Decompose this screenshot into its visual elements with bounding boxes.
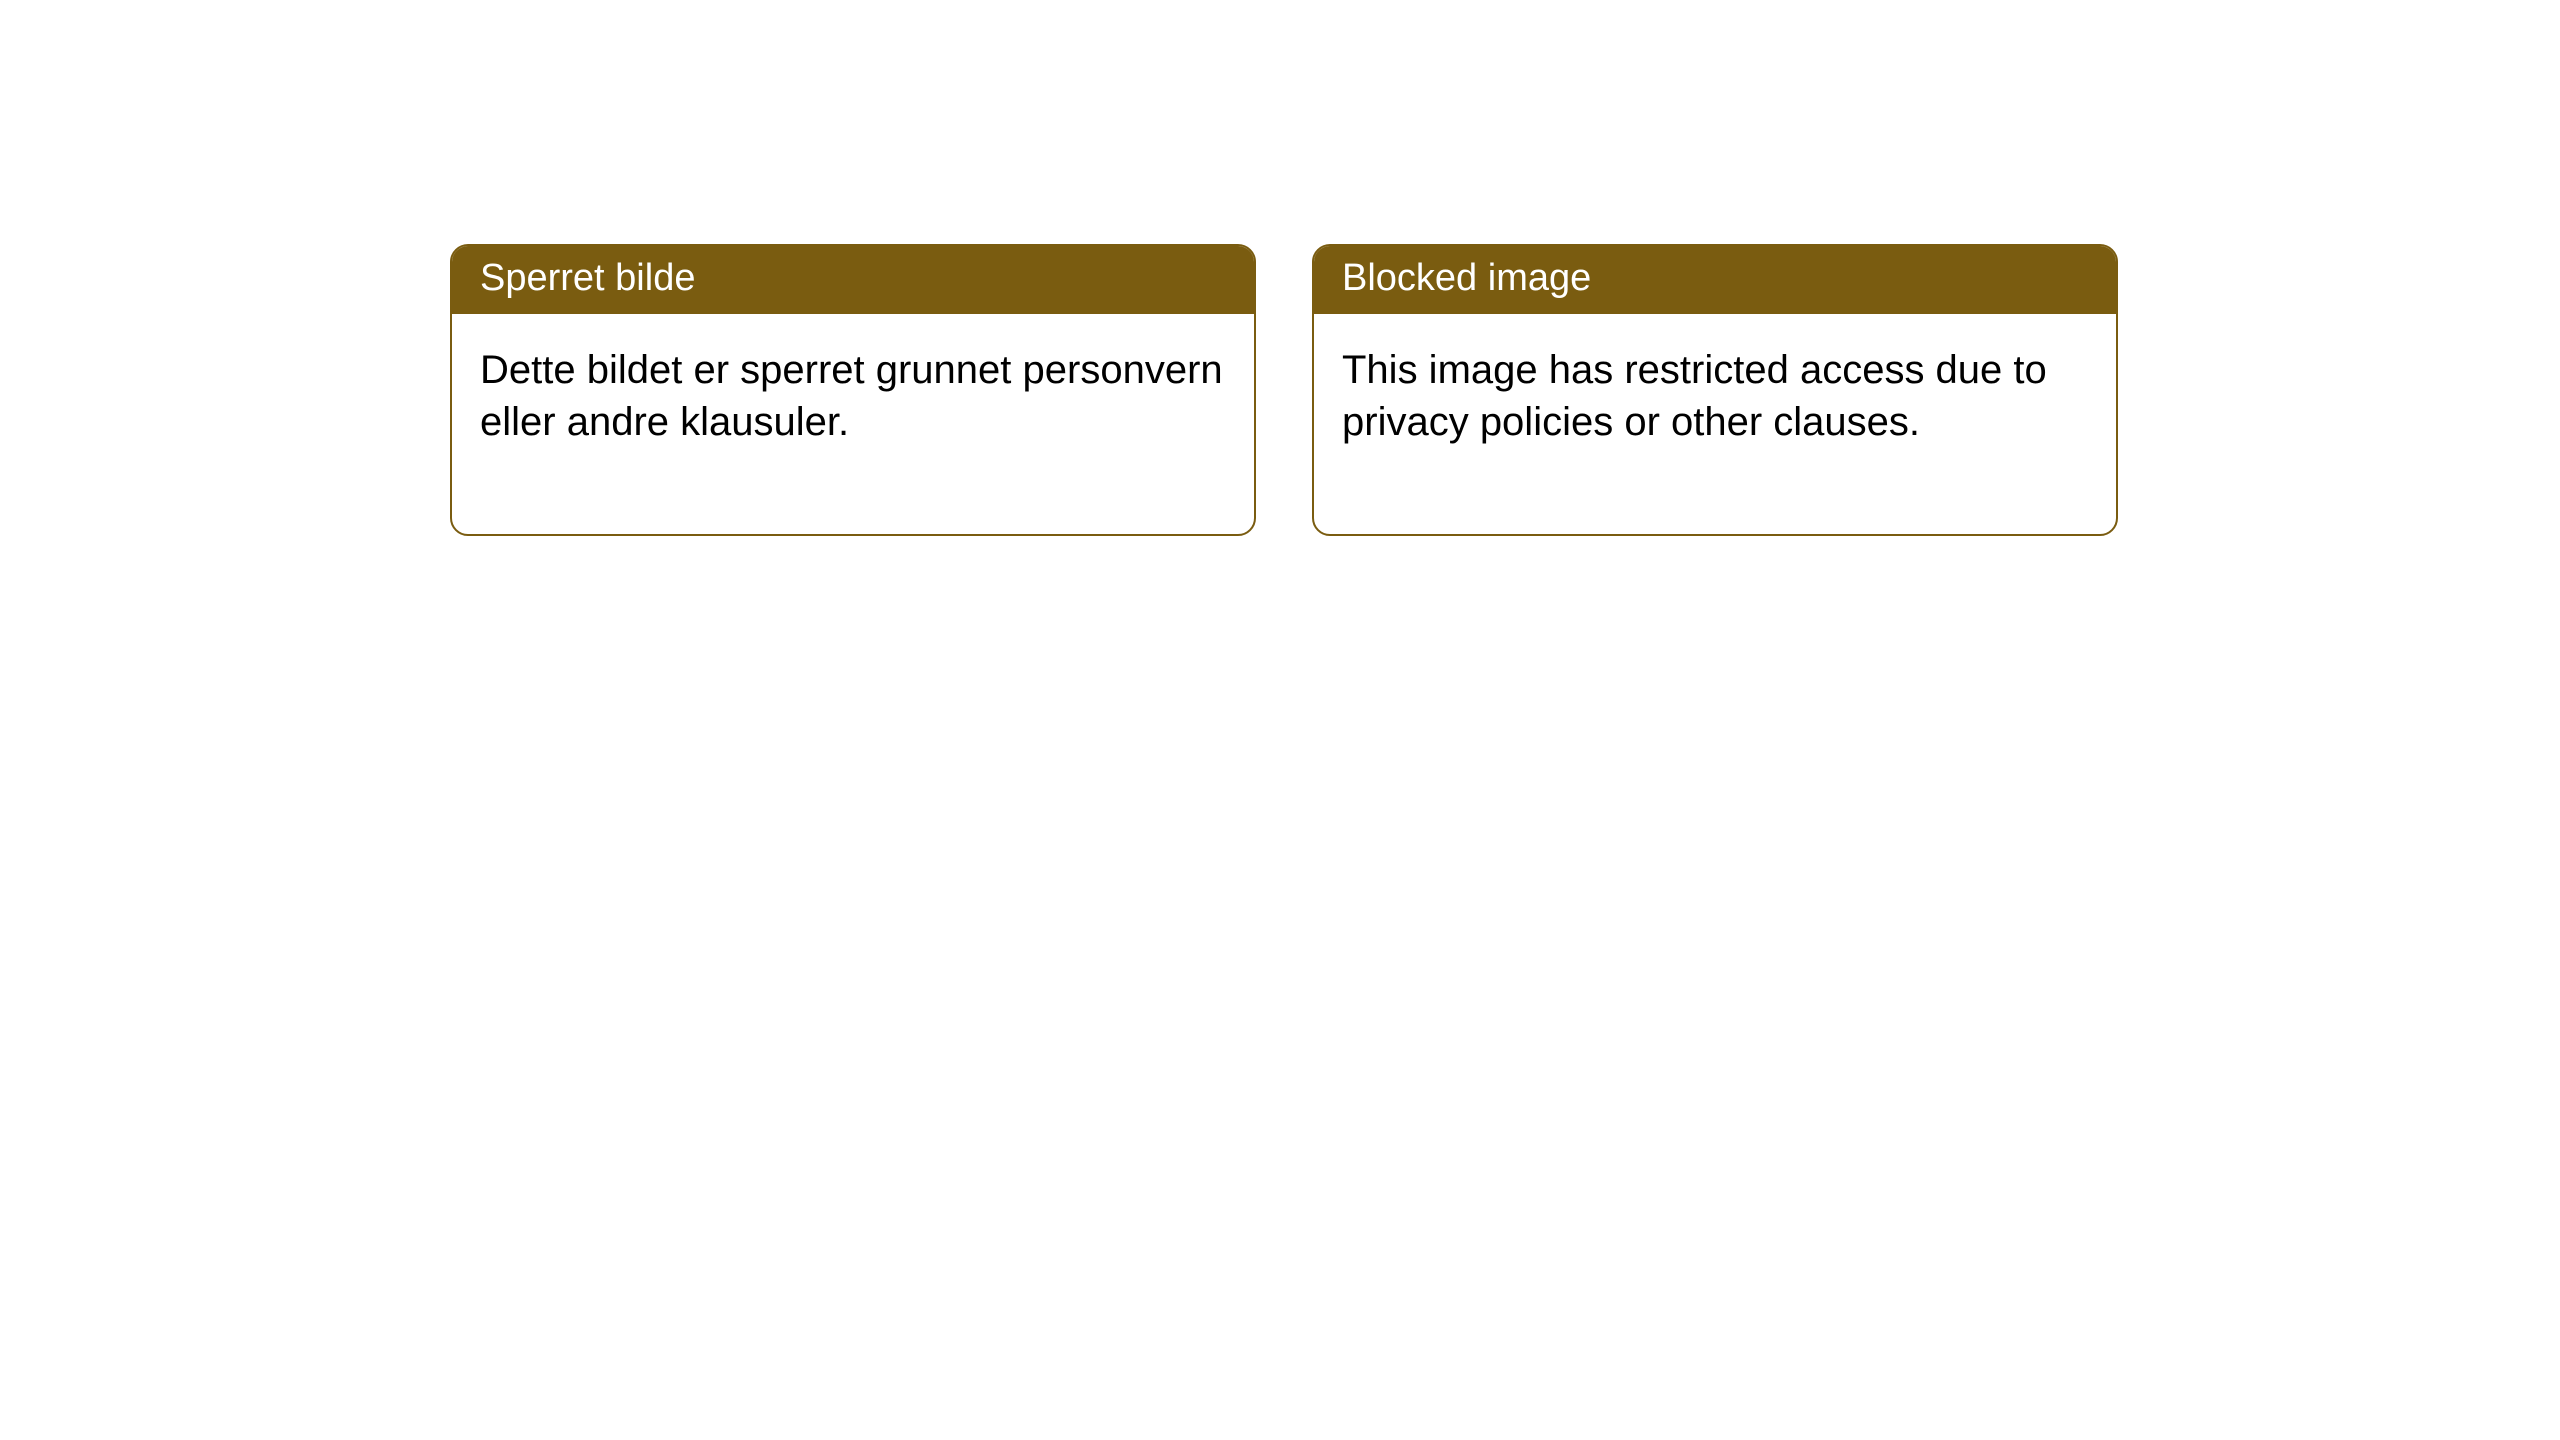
notice-body: Dette bildet er sperret grunnet personve… — [452, 314, 1254, 534]
notice-body: This image has restricted access due to … — [1314, 314, 2116, 534]
notice-card-norwegian: Sperret bilde Dette bildet er sperret gr… — [450, 244, 1256, 536]
notice-container: Sperret bilde Dette bildet er sperret gr… — [450, 244, 2118, 536]
notice-header: Blocked image — [1314, 246, 2116, 314]
notice-card-english: Blocked image This image has restricted … — [1312, 244, 2118, 536]
notice-header: Sperret bilde — [452, 246, 1254, 314]
